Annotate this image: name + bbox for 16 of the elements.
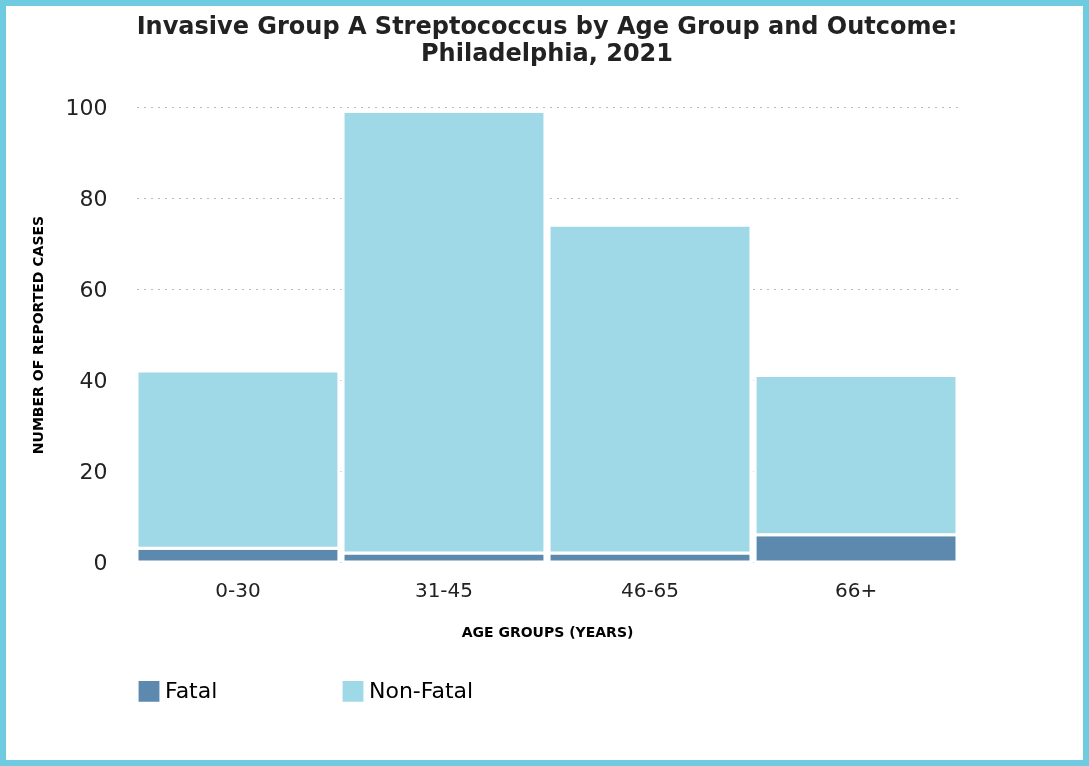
x-axis-title: AGE GROUPS (YEARS) — [461, 623, 634, 640]
legend-label: Fatal — [165, 678, 218, 704]
y-tick-label: 60 — [79, 276, 108, 302]
y-tick-label: 100 — [65, 94, 108, 120]
x-tick-label: 0-30 — [215, 577, 261, 602]
x-tick-label: 31-45 — [414, 577, 474, 602]
y-tick-label: 80 — [79, 185, 108, 211]
y-axis-title: NUMBER OF REPORTED CASES — [29, 215, 46, 455]
y-tick-label: 40 — [79, 367, 108, 393]
chart-title: Invasive Group A Streptococcus by Age Group and Outcome: — [136, 12, 958, 40]
x-tick-label: 46-65 — [620, 577, 680, 602]
y-tick-label: 20 — [79, 458, 108, 484]
legend-label: Non-Fatal — [369, 678, 474, 704]
y-tick-label: 0 — [93, 549, 108, 575]
chart-subtitle: Philadelphia, 2021 — [421, 39, 673, 67]
x-tick-label: 66+ — [834, 577, 878, 602]
